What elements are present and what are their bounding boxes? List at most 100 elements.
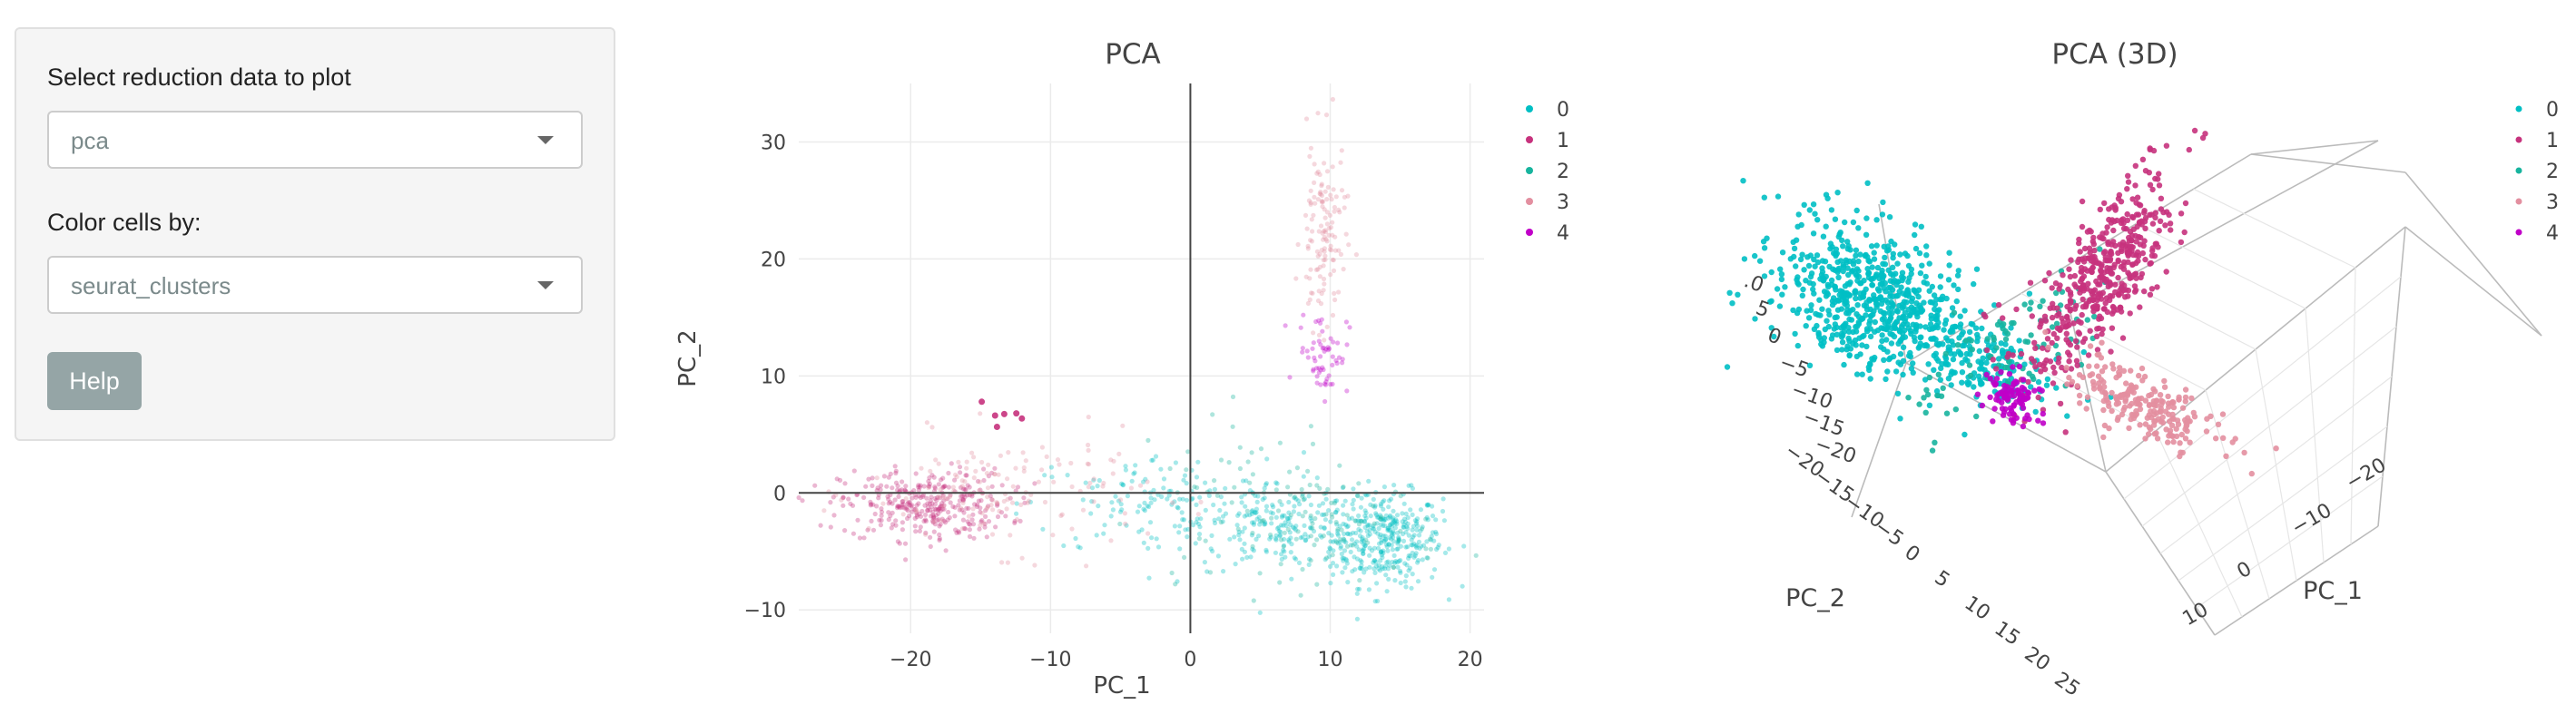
point-cluster-0 xyxy=(1460,583,1465,589)
color-by-select[interactable]: seurat_clusters xyxy=(47,256,583,314)
point-cluster-0 xyxy=(1413,543,1419,549)
help-button[interactable]: Help xyxy=(47,352,142,410)
point-cluster-0 xyxy=(1418,528,1423,533)
point3d-cluster-1 xyxy=(2155,244,2161,250)
point-cluster-3 xyxy=(1312,180,1317,185)
point-cluster-3 xyxy=(971,455,977,460)
point3d-cluster-0 xyxy=(1817,312,1824,318)
point3d-cluster-0 xyxy=(1831,326,1837,332)
point3d-cluster-0 xyxy=(1834,347,1841,354)
point3d-cluster-3 xyxy=(2113,401,2120,407)
point-cluster-1 xyxy=(899,487,905,493)
point-cluster-1 xyxy=(961,525,967,532)
point-cluster-1 xyxy=(874,488,880,494)
point-cluster-0 xyxy=(1394,519,1400,524)
point-cluster-1 xyxy=(913,529,919,534)
point3d-cluster-1 xyxy=(2079,223,2086,230)
point3d-cluster-0 xyxy=(1853,252,1859,259)
point-cluster-1 xyxy=(960,497,966,503)
point-cluster-0 xyxy=(1341,503,1346,508)
point3d-cluster-0 xyxy=(1912,231,1918,239)
point-cluster-0 xyxy=(1237,537,1243,543)
point-cluster-0 xyxy=(1396,538,1401,543)
pc1-axis-label: PC_1 xyxy=(2303,577,2363,605)
point3d-cluster-1 xyxy=(2137,304,2143,310)
point3d-cluster-3 xyxy=(2223,453,2229,459)
point3d-cluster-3 xyxy=(2128,367,2134,374)
point-cluster-0 xyxy=(1145,545,1151,552)
point-cluster-2 xyxy=(1423,546,1429,552)
point3d-cluster-0 xyxy=(1859,342,1865,348)
legend-label-4: 4 xyxy=(1557,222,1569,245)
point-cluster-0 xyxy=(1146,575,1152,581)
point-cluster-0 xyxy=(1381,498,1387,504)
point3d-cluster-4 xyxy=(2025,390,2032,396)
point3d-cluster-0 xyxy=(1937,377,1943,383)
point-cluster-1 xyxy=(837,477,843,484)
reduction-select[interactable]: pca xyxy=(47,111,583,169)
point3d-cluster-3 xyxy=(2154,435,2161,442)
point3d-cluster-2 xyxy=(1942,350,1949,357)
point-cluster-1 xyxy=(848,501,853,506)
point-cluster-3 xyxy=(1123,521,1128,526)
point-cluster-2 xyxy=(1363,537,1369,543)
point-cluster-1 xyxy=(900,504,905,510)
point-cluster-1 xyxy=(938,508,943,514)
point-cluster-0 xyxy=(1249,520,1255,525)
point-cluster-3 xyxy=(939,518,944,523)
point-cluster-0 xyxy=(1410,550,1415,556)
point-cluster-0 xyxy=(1406,533,1411,538)
point-cluster-3 xyxy=(959,526,965,532)
point3d-cluster-1 xyxy=(2127,229,2134,235)
chevron-down-icon xyxy=(537,136,554,144)
pca-3d-chart[interactable]: PCA (3D) PC_1 PC_2 −20−10010−20−15−10−50… xyxy=(1706,0,2576,724)
point-cluster-0 xyxy=(1142,500,1147,506)
point-cluster-1 xyxy=(879,513,884,519)
point3d-cluster-3 xyxy=(2179,405,2187,411)
point3d-cluster-3 xyxy=(2133,411,2140,417)
point-cluster-3 xyxy=(960,500,966,505)
legend-marker-0 xyxy=(2515,105,2522,113)
point3d-cluster-2 xyxy=(2084,317,2090,323)
point3d-cluster-1 xyxy=(2149,186,2156,193)
point-cluster-0 xyxy=(1372,558,1377,563)
point-cluster-0 xyxy=(1338,545,1343,551)
point3d-cluster-0 xyxy=(1760,239,1767,245)
point-cluster-1 xyxy=(896,494,901,500)
point3d-cluster-0 xyxy=(1868,313,1874,319)
point3d-cluster-1 xyxy=(2079,304,2087,310)
point3d-cluster-1 xyxy=(2047,305,2053,311)
point3d-cluster-0 xyxy=(1867,333,1874,340)
point-cluster-1 xyxy=(975,502,980,507)
point3d-cluster-0 xyxy=(1929,283,1935,290)
point-cluster-1 xyxy=(928,543,933,550)
point-cluster-1 xyxy=(905,515,910,522)
point3d-cluster-0 xyxy=(1740,178,1746,184)
point-cluster-1 xyxy=(911,506,917,512)
point3d-cluster-0 xyxy=(1752,316,1758,322)
point3d-cluster-1 xyxy=(2040,345,2046,351)
point-cluster-0 xyxy=(1139,527,1145,533)
point-cluster-0 xyxy=(1382,537,1388,543)
point-cluster-1 xyxy=(938,504,943,509)
point-cluster-3 xyxy=(919,465,924,471)
point-cluster-1 xyxy=(941,484,947,489)
point-cluster-3 xyxy=(1323,237,1329,242)
point-cluster-1 xyxy=(909,509,915,514)
point3d-cluster-1 xyxy=(2081,336,2089,342)
point3d-cluster-2 xyxy=(1940,385,1946,391)
point3d-cluster-4 xyxy=(1990,418,1996,425)
point3d-cluster-2 xyxy=(1929,447,1936,454)
point-cluster-0 xyxy=(1383,572,1389,578)
point-cluster-1 xyxy=(919,514,924,519)
point-cluster-0 xyxy=(1326,553,1332,559)
point-cluster-3 xyxy=(1111,458,1116,464)
point-cluster-2 xyxy=(1330,514,1335,520)
point-cluster-1 xyxy=(913,471,919,476)
point3d-cluster-0 xyxy=(1828,207,1835,213)
point3d-cluster-0 xyxy=(1967,351,1973,357)
point3d-cluster-0 xyxy=(1761,245,1768,251)
